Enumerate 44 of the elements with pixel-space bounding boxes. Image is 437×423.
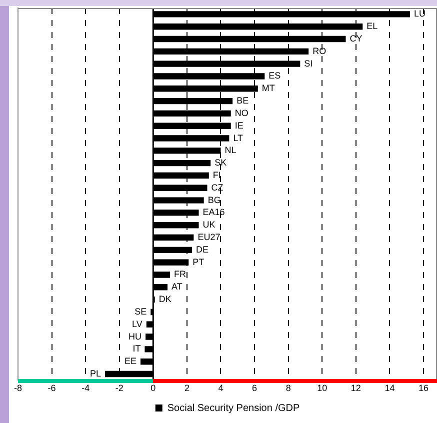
y-tick-label: MT (262, 83, 276, 94)
y-tick-label: BE (236, 96, 249, 106)
y-tick-label: LT (233, 132, 244, 143)
x-tick-label: -6 (48, 383, 56, 394)
y-tick-label: FR (174, 269, 187, 280)
y-tick-label: EA16 (202, 207, 225, 218)
y-tick-label: UK (202, 220, 216, 230)
y-tick-label: DE (196, 244, 209, 254)
y-tick-label: RO (312, 46, 326, 56)
x-tick-label: 16 (418, 383, 428, 394)
y-tick-label: PT (192, 256, 205, 267)
x-tick-label: -4 (82, 383, 90, 394)
y-tick-label: HU (128, 331, 142, 342)
y-tick-label: CZ (211, 182, 224, 192)
legend-label: Social Security Pension /GDP (167, 402, 300, 414)
y-tick-label: SI (304, 58, 313, 68)
y-tick-label: BG (208, 194, 221, 205)
y-tick-label: NL (224, 145, 236, 156)
y-tick-label: LU (414, 8, 426, 19)
y-tick-label: SE (134, 306, 147, 316)
x-tick-label: 14 (384, 383, 395, 394)
x-tick-label: 6 (252, 383, 258, 394)
y-tick-label: EL (366, 21, 378, 32)
x-tick-label: 0 (150, 383, 156, 394)
x-tick-label: 8 (286, 383, 291, 394)
x-tick-label: -2 (115, 383, 124, 394)
y-tick-label: EU27 (198, 232, 220, 242)
y-tick-label: SK (214, 158, 227, 168)
y-tick-label: IE (234, 120, 244, 130)
y-tick-label: CY (350, 34, 362, 44)
x-tick-label: -8 (14, 383, 22, 394)
y-tick-label: PL (90, 368, 102, 378)
x-tick-label: 2 (184, 383, 190, 394)
y-tick-label: FI (212, 170, 221, 180)
y-tick-label: LV (132, 318, 142, 329)
y-tick-label: IT (132, 344, 142, 354)
x-tick-label: 12 (350, 383, 361, 394)
y-tick-label: NO (234, 108, 248, 118)
y-tick-label: ES (268, 70, 281, 81)
x-tick-label: 4 (218, 383, 224, 394)
y-tick-label: DK (158, 294, 172, 304)
x-tick-label: 10 (317, 383, 328, 394)
y-tick-label: EE (124, 356, 136, 366)
y-tick-label: AT (172, 282, 183, 292)
